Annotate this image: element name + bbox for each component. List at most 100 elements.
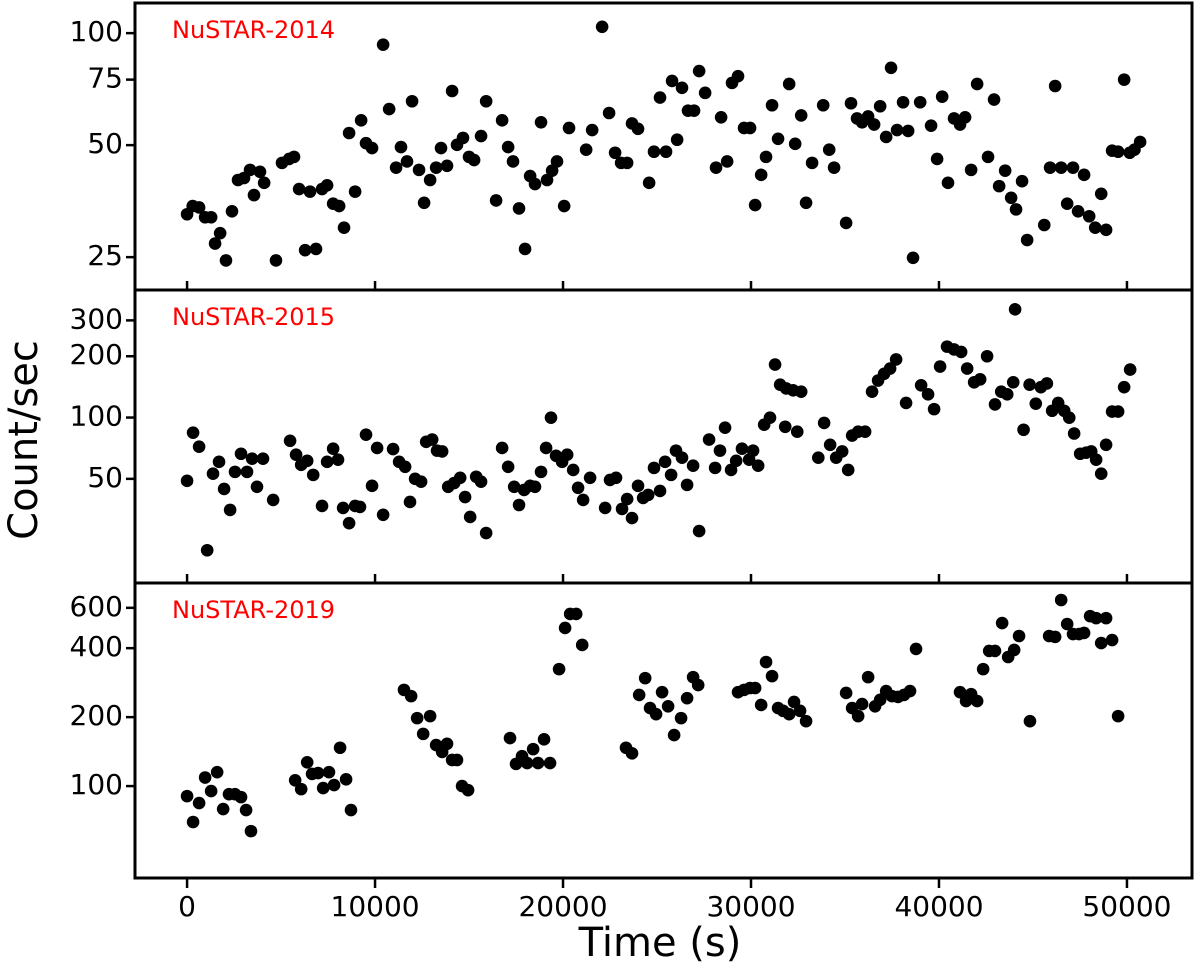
data-point — [495, 114, 509, 127]
panel-label: NuSTAR-2014 — [172, 16, 335, 44]
x-tick-label: 0 — [178, 890, 196, 923]
data-point — [405, 94, 419, 108]
data-point — [1015, 174, 1029, 188]
data-point — [1094, 187, 1108, 201]
data-point — [394, 140, 408, 154]
y-tick-label: 400 — [70, 630, 123, 663]
data-point — [1088, 221, 1102, 234]
data-point — [528, 480, 542, 494]
y-tick-label: 50 — [87, 461, 123, 494]
data-point — [746, 444, 760, 457]
data-point — [709, 161, 723, 174]
data-point — [631, 479, 645, 493]
data-point — [370, 441, 384, 455]
data-point — [609, 471, 623, 485]
data-point — [954, 345, 968, 359]
data-point — [661, 699, 675, 713]
x-tick-label: 40000 — [894, 890, 983, 923]
data-point — [479, 94, 493, 108]
data-point — [1048, 79, 1062, 93]
data-point — [416, 727, 430, 741]
data-point — [288, 773, 302, 787]
data-point — [1117, 73, 1131, 86]
data-point — [788, 137, 802, 151]
data-point — [353, 500, 367, 514]
data-point — [970, 77, 984, 91]
data-point — [403, 495, 417, 509]
data-point — [569, 607, 583, 621]
data-point — [540, 173, 554, 187]
data-point — [765, 669, 779, 683]
data-point — [576, 493, 590, 507]
y-axis-label: Count/sec — [1, 340, 47, 540]
data-point — [799, 196, 813, 210]
data-point — [180, 789, 194, 803]
data-point — [467, 153, 481, 167]
data-point — [1037, 218, 1051, 232]
data-point — [687, 104, 701, 117]
data-point — [289, 448, 303, 461]
data-point — [1008, 303, 1022, 316]
data-point — [664, 468, 678, 482]
data-point — [970, 694, 984, 708]
data-point — [382, 102, 396, 116]
data-point — [479, 526, 493, 540]
data-point — [823, 438, 837, 452]
data-point — [665, 74, 679, 88]
data-point — [754, 168, 768, 182]
data-point — [1017, 423, 1030, 437]
data-point — [839, 216, 853, 230]
data-point — [376, 38, 390, 51]
data-point — [1094, 636, 1108, 650]
data-point — [988, 644, 1002, 658]
data-point — [365, 141, 379, 155]
data-point — [300, 454, 314, 468]
data-point — [256, 452, 270, 465]
data-point — [822, 143, 836, 157]
data-point — [425, 433, 439, 446]
data-point — [653, 91, 667, 104]
data-point — [805, 156, 819, 170]
data-point — [879, 130, 893, 144]
data-point — [1094, 467, 1108, 480]
data-point — [315, 499, 329, 513]
data-point — [543, 756, 557, 770]
data-point — [1111, 145, 1125, 159]
data-point — [269, 254, 283, 267]
data-point — [250, 480, 264, 494]
data-point — [1004, 191, 1018, 205]
data-point — [771, 132, 785, 146]
data-point — [799, 714, 813, 728]
data-point — [210, 765, 224, 779]
data-point — [534, 465, 548, 479]
data-point — [327, 778, 341, 792]
data-point — [212, 455, 226, 469]
y-tick-label: 75 — [87, 62, 123, 95]
data-point — [1012, 629, 1026, 643]
x-tick-label: 10000 — [331, 890, 420, 923]
data-point — [208, 237, 222, 250]
data-point — [998, 164, 1012, 177]
data-point — [861, 670, 875, 684]
data-point — [987, 93, 1001, 106]
data-point — [528, 177, 542, 191]
data-point — [680, 691, 694, 705]
data-point — [344, 803, 358, 817]
data-point — [1023, 714, 1037, 728]
y-tick-label: 100 — [70, 15, 123, 48]
data-point — [506, 155, 520, 168]
data-point — [865, 385, 879, 398]
data-point — [988, 398, 1002, 411]
data-point — [890, 123, 904, 137]
data-point — [658, 455, 672, 469]
data-point — [365, 479, 379, 493]
x-axis-label: Time (s) — [578, 920, 742, 966]
data-point — [219, 254, 233, 267]
data-point — [642, 176, 656, 190]
data-point — [429, 161, 443, 174]
data-point — [691, 678, 705, 692]
data-point — [692, 64, 706, 78]
data-point — [398, 460, 412, 474]
data-point — [309, 242, 323, 256]
data-point — [782, 77, 796, 91]
